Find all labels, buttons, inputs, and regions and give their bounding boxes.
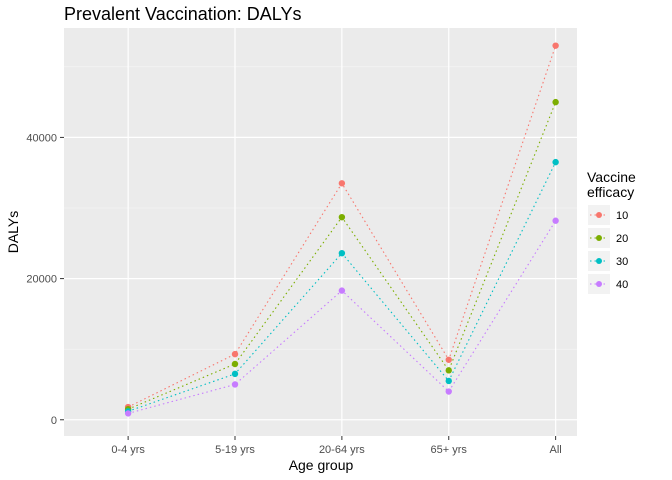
data-point [338,249,346,257]
data-point [552,42,559,49]
data-point [231,350,239,358]
legend-key-point [596,281,602,287]
data-point [445,388,452,395]
legend-item-10: 10 [588,205,628,225]
series-layer [124,42,559,417]
legend-title-line-2: efficacy [587,184,634,200]
axes: 0 20000 40000 0-4 yrs 5-19 yrs 20-64 yrs 65+ y… [26,132,561,456]
legend-label: 20 [616,233,628,245]
legend-key-point [596,258,602,264]
y-tick-label: 40000 [26,132,57,144]
legend-key-point [596,235,602,241]
data-point [552,217,559,224]
legend-title-line-1: Vaccine [587,169,636,185]
x-tick-label: 20-64 yrs [319,444,365,456]
legend: Vaccine efficacy 10 20 30 40 [587,169,636,294]
plot-panel [64,28,577,436]
legend-item-20: 20 [588,228,628,248]
x-tick-label: 5-19 yrs [215,444,255,456]
x-axis-title: Age group [289,457,354,473]
data-point [552,158,559,166]
x-tick-label: 0-4 yrs [111,444,145,456]
data-point [231,360,239,368]
data-point [338,213,346,221]
legend-item-40: 40 [588,274,628,294]
data-point [231,370,239,378]
x-tick-label: All [550,444,562,456]
x-tick-label: 65+ yrs [431,444,468,456]
data-point [338,287,346,294]
data-point [124,410,132,417]
legend-key-point [596,212,602,218]
legend-items: 10 20 30 40 [588,205,628,294]
legend-label: 10 [616,210,628,222]
data-point [445,367,452,374]
y-tick-label: 20000 [26,274,57,286]
data-point [231,381,239,388]
legend-label: 30 [616,256,628,268]
legend-label: 40 [616,279,628,291]
data-point [552,98,559,106]
chart-title: Prevalent Vaccination: DALYs [64,4,301,24]
data-point [338,180,346,187]
y-axis-title: DALYs [5,211,21,254]
series-line [127,161,557,412]
data-point [445,356,452,363]
series-40 [124,217,559,417]
y-tick-label: 0 [51,415,57,427]
legend-item-30: 30 [588,251,628,271]
data-point [445,377,452,385]
